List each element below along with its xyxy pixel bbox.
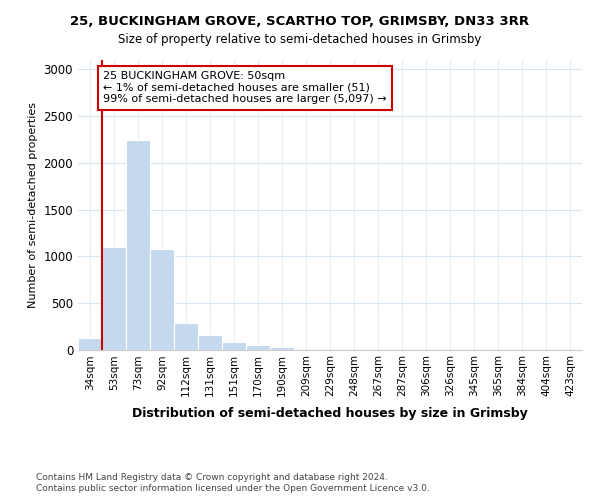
Bar: [246, 346, 270, 350]
Text: Contains public sector information licensed under the Open Government Licence v3: Contains public sector information licen…: [36, 484, 430, 493]
Bar: [102, 247, 126, 350]
Text: 25 BUCKINGHAM GROVE: 50sqm
← 1% of semi-detached houses are smaller (51)
99% of : 25 BUCKINGHAM GROVE: 50sqm ← 1% of semi-…: [103, 71, 387, 104]
Bar: [78, 338, 102, 350]
Bar: [174, 324, 198, 350]
Bar: [126, 140, 150, 350]
Bar: [198, 335, 222, 350]
X-axis label: Distribution of semi-detached houses by size in Grimsby: Distribution of semi-detached houses by …: [132, 408, 528, 420]
Text: Size of property relative to semi-detached houses in Grimsby: Size of property relative to semi-detach…: [118, 32, 482, 46]
Bar: [150, 250, 174, 350]
Y-axis label: Number of semi-detached properties: Number of semi-detached properties: [28, 102, 38, 308]
Bar: [222, 342, 246, 350]
Text: 25, BUCKINGHAM GROVE, SCARTHO TOP, GRIMSBY, DN33 3RR: 25, BUCKINGHAM GROVE, SCARTHO TOP, GRIMS…: [70, 15, 530, 28]
Text: Contains HM Land Registry data © Crown copyright and database right 2024.: Contains HM Land Registry data © Crown c…: [36, 472, 388, 482]
Bar: [270, 347, 294, 350]
